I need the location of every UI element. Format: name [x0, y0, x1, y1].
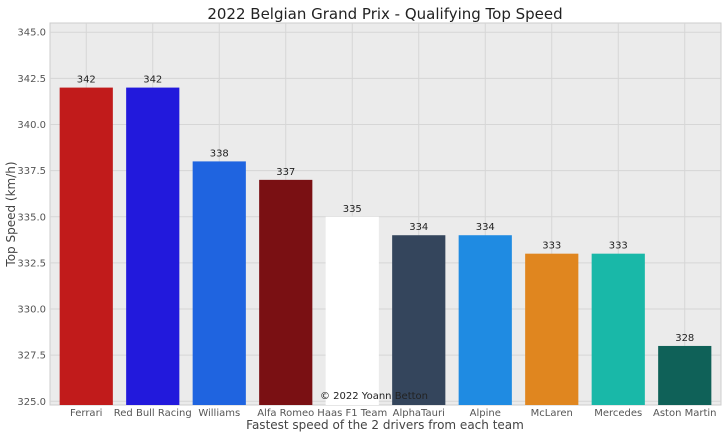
data-label: 334 — [476, 222, 495, 233]
data-label: 338 — [210, 148, 229, 159]
y-tick-label: 332.5 — [17, 258, 46, 269]
data-label: 334 — [409, 222, 428, 233]
x-tick-label: Red Bull Racing — [114, 408, 192, 419]
x-tick-label: Alpine — [470, 408, 501, 419]
x-tick-label: Williams — [198, 408, 240, 419]
watermark: © 2022 Yoann Betton — [320, 391, 428, 402]
y-tick-label: 340.0 — [17, 120, 46, 131]
y-tick-label: 337.5 — [17, 166, 46, 177]
y-tick-label: 345.0 — [17, 28, 46, 39]
data-labels: 342 342 338 337 335 334 334 333 333 328 — [77, 75, 695, 344]
bar-aston-martin — [658, 345, 712, 405]
y-tick-label: 330.0 — [17, 305, 46, 316]
tick-labels: 325.0 327.5 330.0 332.5 335.0 337.5 340.0 342.5… — [17, 28, 716, 419]
x-tick-label: Mercedes — [594, 408, 642, 419]
y-axis-label: Top Speed (km/h) — [4, 161, 18, 267]
data-label: 333 — [542, 241, 561, 252]
data-label: 335 — [343, 204, 362, 215]
bar-mclaren — [525, 253, 579, 405]
x-tick-label: Alfa Romeo — [257, 408, 314, 419]
bar-williams — [192, 161, 246, 405]
x-axis-label: Fastest speed of the 2 drivers from each… — [246, 418, 524, 432]
y-tick-label: 335.0 — [17, 212, 46, 223]
bar-alphatauri — [392, 235, 446, 405]
data-label: 342 — [77, 75, 96, 86]
data-label: 328 — [675, 333, 694, 344]
bar-red-bull-racing — [126, 87, 180, 406]
y-tick-label: 325.0 — [17, 397, 46, 408]
data-label: 337 — [276, 167, 295, 178]
x-tick-label: AlphaTauri — [393, 408, 445, 419]
bar-alpine — [458, 235, 512, 405]
x-tick-label: Aston Martin — [653, 408, 717, 419]
data-label: 342 — [143, 75, 162, 86]
bar-mercedes — [591, 253, 645, 405]
x-tick-label: McLaren — [531, 408, 573, 419]
bar-alfa-romeo — [259, 179, 313, 405]
x-tick-label: Haas F1 Team — [317, 408, 387, 419]
y-tick-label: 342.5 — [17, 74, 46, 85]
y-tick-label: 327.5 — [17, 351, 46, 362]
data-label: 333 — [609, 241, 628, 252]
bar-haas-f1-team — [325, 216, 379, 405]
bars — [59, 87, 712, 406]
bar-ferrari — [59, 87, 113, 406]
x-tick-label: Ferrari — [70, 408, 102, 419]
chart-title: 2022 Belgian Grand Prix - Qualifying Top… — [207, 5, 562, 23]
